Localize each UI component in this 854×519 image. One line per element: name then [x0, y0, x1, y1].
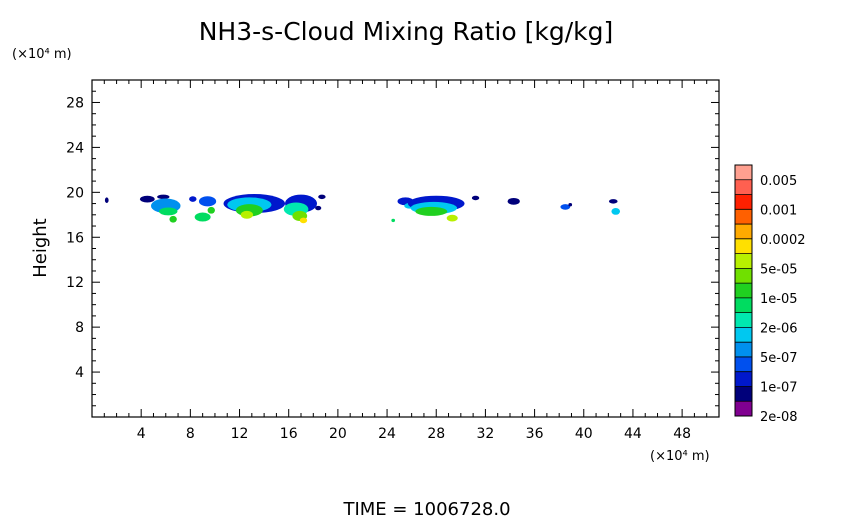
colorbar: 0.005 0.001 0.0002 5e-05 1e-05 2e-06 5e-07 1e-0… — [734, 164, 806, 425]
y-tick-label: 20 — [66, 185, 84, 201]
colorbar-label: 0.005 — [760, 174, 797, 189]
plot-frame — [91, 79, 720, 418]
cloud-blob-0 — [104, 197, 109, 204]
colorbar-swatch — [735, 327, 752, 343]
x-tick-label: 20 — [329, 426, 347, 442]
cloud-blob-2 — [157, 194, 170, 200]
y-axis-unit: (×10⁴ m) — [12, 47, 72, 62]
y-tick-label: 24 — [66, 140, 84, 156]
x-tick-label: 48 — [673, 426, 691, 442]
colorbar-swatch — [735, 283, 752, 298]
colorbar-frame — [734, 164, 753, 417]
colorbar-swatch — [735, 165, 752, 180]
colorbar-label: 0.001 — [760, 203, 797, 218]
colorbar-swatch — [735, 268, 752, 284]
y-tick-label: 8 — [75, 320, 84, 336]
colorbar-label: 2e-06 — [760, 321, 798, 336]
x-tick-label: 28 — [427, 426, 445, 442]
colorbar-swatch — [735, 371, 752, 387]
cloud-blob-7 — [198, 196, 217, 207]
colorbar-swatch — [735, 401, 752, 416]
cloud-blob-13 — [240, 210, 254, 219]
colorbar-swatch — [735, 224, 752, 239]
cloud-blob-32 — [611, 208, 621, 215]
colorbar-swatch — [735, 386, 752, 402]
colorbar-swatch — [735, 297, 752, 313]
colorbar-label: 1e-05 — [760, 292, 798, 307]
y-tick-label: 12 — [66, 275, 84, 291]
time-footer: TIME = 1006728.0 — [342, 499, 510, 519]
x-tick-label: 8 — [186, 426, 195, 442]
cloud-blob-29 — [560, 204, 571, 210]
x-tick-label: 16 — [280, 426, 298, 442]
colorbar-swatch — [735, 356, 752, 372]
x-tick-label: 44 — [624, 426, 642, 442]
y-tick-label: 4 — [75, 365, 84, 381]
x-axis-unit: (×10⁴ m) — [650, 449, 710, 464]
cloud-blob-27 — [471, 195, 480, 201]
cloud-blob-26 — [446, 214, 458, 222]
y-tick-label: 16 — [66, 230, 84, 246]
x-tick-label: 12 — [231, 426, 249, 442]
x-tick-label: 40 — [575, 426, 593, 442]
cloud-blob-18 — [318, 194, 326, 200]
colorbar-swatch — [735, 312, 752, 328]
colorbar-label: 0.0002 — [760, 233, 806, 248]
colorbar-label: 2e-08 — [760, 410, 798, 425]
x-tick-label: 36 — [526, 426, 544, 442]
x-tick-label: 24 — [378, 426, 396, 442]
colorbar-label: 5e-07 — [760, 351, 798, 366]
cloud-blob-5 — [169, 215, 177, 223]
colorbar-swatch — [735, 342, 752, 357]
cloud-blob-8 — [194, 212, 211, 222]
colorbar-swatch — [735, 238, 752, 254]
cloud-blob-4 — [159, 207, 178, 216]
cloud-blob-31 — [608, 199, 618, 204]
chart-title: NH3-s-Cloud Mixing Ratio [kg/kg] — [199, 17, 614, 46]
colorbar-swatch — [735, 179, 752, 195]
colorbar-swatch — [735, 209, 752, 225]
colorbar-swatch — [735, 194, 752, 210]
cloud-blob-28 — [507, 197, 520, 205]
cloud-blob-6 — [189, 196, 197, 202]
y-axis-label: Height — [30, 218, 51, 278]
cloud-blob-17 — [299, 217, 308, 224]
cloud-blob-9 — [207, 206, 215, 214]
x-tick-label: 4 — [137, 426, 146, 442]
cloud-field — [104, 194, 621, 224]
colorbar-swatch — [735, 253, 752, 269]
cloud-blob-30 — [568, 203, 573, 207]
x-tick-label: 32 — [476, 426, 494, 442]
colorbar-label: 1e-07 — [760, 380, 798, 395]
colorbar-label: 5e-05 — [760, 262, 798, 277]
cloud-blob-19 — [315, 205, 322, 211]
cloud-blob-20 — [391, 218, 396, 223]
cloud-blob-1 — [139, 195, 155, 203]
y-tick-label: 28 — [66, 95, 84, 111]
cloud-blob-25 — [415, 206, 448, 216]
